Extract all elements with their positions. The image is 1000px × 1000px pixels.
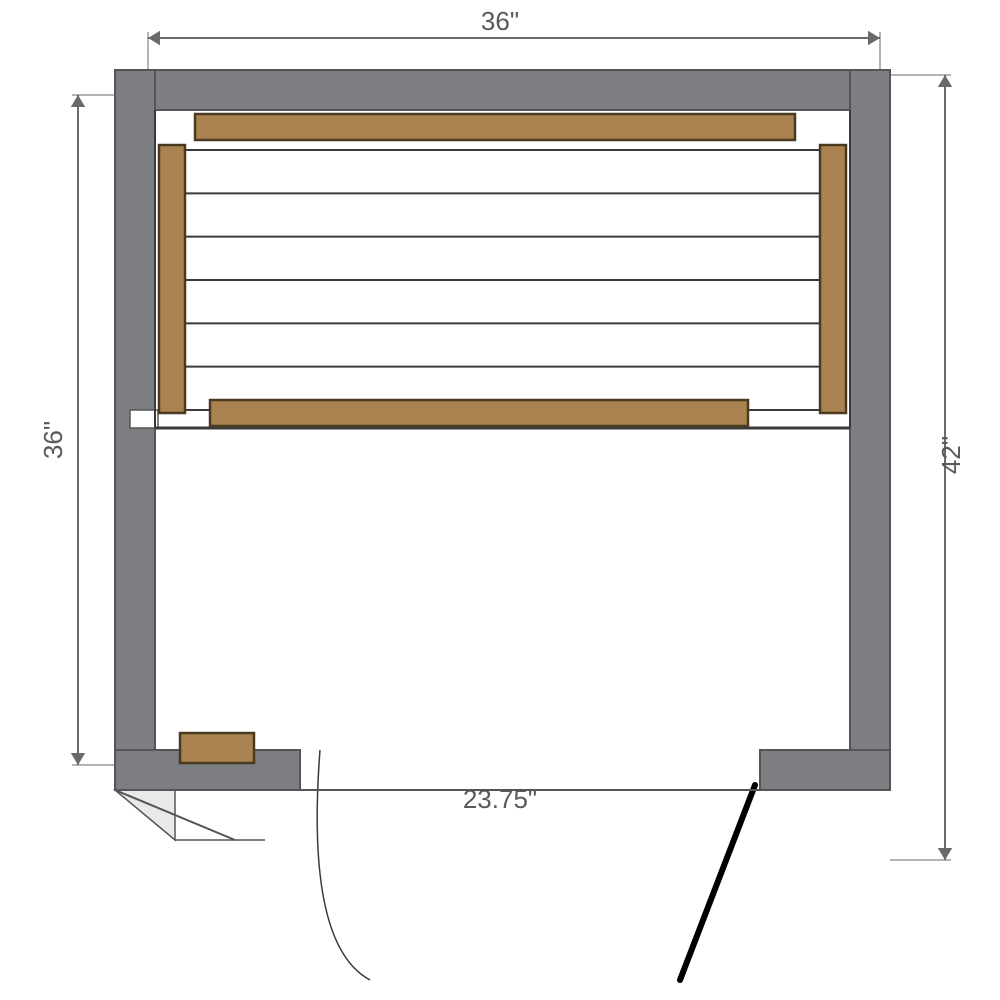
- heater-panel-bench-front: [210, 400, 748, 426]
- dim-right-label: 42": [936, 436, 966, 474]
- dim-left-label: 36": [38, 421, 68, 459]
- outer-outline: [115, 70, 890, 790]
- left-wall-notch: [130, 410, 158, 428]
- heater-panel-right: [820, 145, 846, 413]
- floor-plan-diagram: 36" 36" 42" 23.75": [0, 0, 1000, 1000]
- heater-panel-back: [195, 114, 795, 140]
- dim-top-label: 36": [481, 6, 519, 36]
- heater-panel-floor: [180, 733, 254, 763]
- door-swing-arc: [317, 750, 370, 980]
- door-leaf: [680, 785, 755, 980]
- corner-chamfer: [115, 790, 175, 840]
- bench-slats: [158, 150, 847, 410]
- dim-bottom-label: 23.75": [463, 784, 537, 814]
- walls: [115, 70, 890, 840]
- heater-panel-left: [159, 145, 185, 413]
